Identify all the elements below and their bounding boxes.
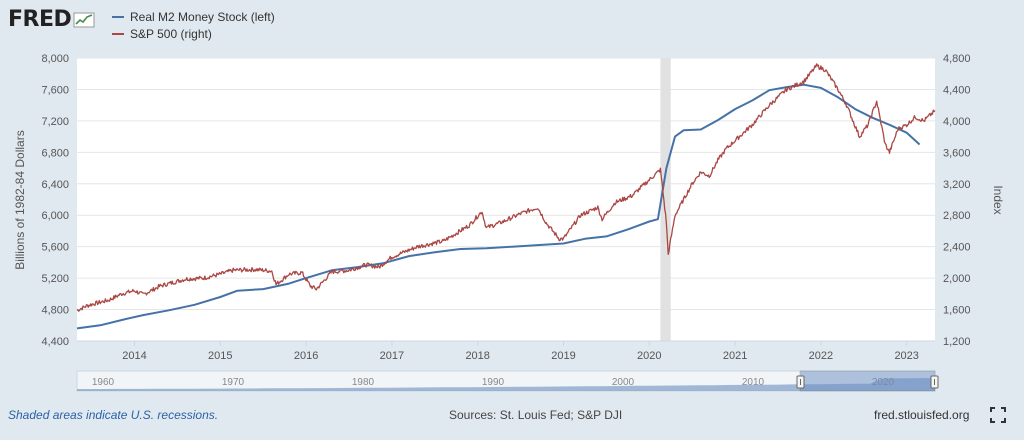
navigator-series-area [77,378,935,391]
y-left-tick-label: 6,000 [41,210,69,222]
legend-item-real-m2[interactable]: Real M2 Money Stock (left) [112,10,275,24]
recession-note: Shaded areas indicate U.S. recessions. [8,408,219,422]
y-right-tick-label: 2,800 [943,210,971,222]
y-left-tick-label: 5,200 [41,273,69,285]
y-left-tick-label: 4,800 [41,305,69,317]
x-tick-label: 2016 [294,350,318,362]
y-right-tick-label: 3,200 [943,179,971,191]
legend-label-sp500: S&P 500 (right) [130,27,212,41]
y-right-tick-label: 2,400 [943,242,971,254]
y-right-tick-label: 3,600 [943,147,971,159]
navigator-right-handle[interactable] [930,375,939,389]
y-axis-right-title: Index [991,185,1005,214]
series-group [76,63,936,330]
y-right-tick-label: 1,200 [943,336,971,348]
navigator-tick-label: 1960 [92,377,115,388]
header: FRED Real M2 Money Stock (left) S&P 500 … [0,0,1024,48]
x-tick-label: 2020 [637,350,661,362]
navigator-tick-label: 1990 [482,377,505,388]
y-left-tick-label: 6,400 [41,179,69,191]
navigator-tick-label: 1970 [222,377,245,388]
navigator-tick-label: 2000 [612,377,635,388]
x-tick-label: 2014 [122,350,146,362]
y-left-tick-label: 7,200 [41,116,69,128]
y-left-tick-label: 7,600 [41,84,69,96]
y-left-tick-label: 5,600 [41,242,69,254]
navigator-left-handle[interactable] [796,375,805,389]
recession-shading [660,58,671,341]
y-right-tick-label: 1,600 [943,305,971,317]
navigator-tick-label: 1980 [352,377,375,388]
legend-item-sp500[interactable]: S&P 500 (right) [112,27,212,41]
legend-swatch-sp500 [112,33,124,35]
y-left-tick-label: 6,800 [41,147,69,159]
series-line-sp500 [76,63,936,312]
y-right-tick-label: 4,400 [943,84,971,96]
y-axis-left: 4,400 4,800 5,200 5,600 6,000 6,400 6,800 7,200… [41,53,69,348]
x-tick-label: 2021 [723,350,747,362]
plot-area [77,58,935,341]
y-axis-left-title: Billions of 1982-84 Dollars [13,130,27,269]
fred-logo[interactable]: FRED [8,9,95,31]
y-right-tick-label: 4,000 [943,116,971,128]
series-line-real-m2 [76,83,921,330]
y-left-tick-label: 4,400 [41,336,69,348]
y-left-tick-label: 8,000 [41,53,69,65]
sources-text: Sources: St. Louis Fed; S&P DJI [449,408,623,422]
x-tick-label: 2017 [380,350,404,362]
time-navigator[interactable]: 1960197019801990200020102020 [76,370,939,392]
y-axis-right: 1,200 1,600 2,000 2,400 2,800 3,200 3,600 4,000… [943,53,971,348]
legend-swatch-real-m2 [112,16,124,18]
site-link[interactable]: fred.stlouisfed.org [874,408,970,422]
y-right-tick-label: 4,800 [943,53,971,65]
fullscreen-icon[interactable] [990,407,1006,423]
y-right-tick-label: 2,000 [943,273,971,285]
x-tick-label: 2023 [894,350,918,362]
navigator-selected-range[interactable] [799,370,936,392]
x-axis: 2014 2015 2016 2017 2018 2019 2020 2021 2022 2023 [77,340,935,362]
logo-graph-icon [73,12,95,28]
legend-label-real-m2: Real M2 Money Stock (left) [130,10,275,24]
x-tick-label: 2018 [465,350,489,362]
navigator-tick-label: 2010 [742,377,765,388]
fred-logo-text: FRED [8,7,72,32]
x-tick-label: 2015 [208,350,232,362]
x-tick-label: 2022 [809,350,833,362]
x-tick-label: 2019 [551,350,575,362]
recession-band [660,58,671,341]
